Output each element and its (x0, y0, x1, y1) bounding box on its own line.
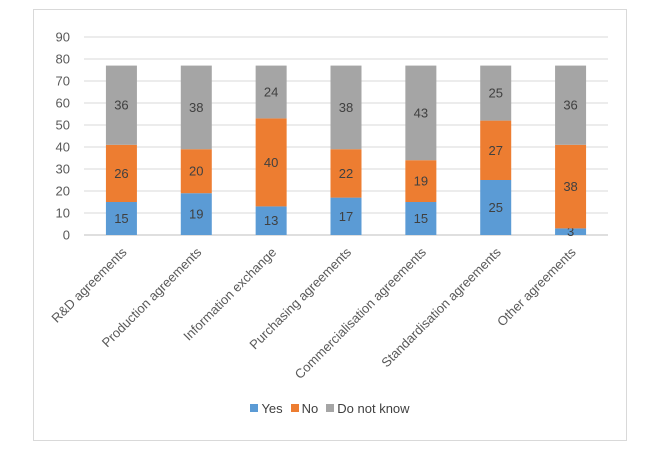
y-tick-label: 40 (56, 140, 70, 155)
data-label: 43 (414, 105, 428, 120)
stacked-bar-chart: 0 10 20 30 40 50 60 70 80 90 15 26 36 R&D agreements 1… (48, 30, 608, 382)
bar-segment-no (255, 118, 287, 207)
data-label: 15 (414, 211, 428, 226)
bar-segment-do-not-know (105, 65, 137, 145)
data-label: 25 (488, 200, 502, 215)
data-label: 24 (264, 85, 278, 100)
y-tick-label: 50 (56, 118, 70, 133)
x-tick-label: Standardisation agreements (378, 244, 504, 370)
bar-segment-yes (105, 202, 137, 235)
data-label: 17 (339, 209, 353, 224)
legend: Yes No Do not know (0, 400, 660, 420)
bar-segment-yes (555, 228, 587, 235)
bar-segment-no (105, 144, 137, 202)
y-tick-label: 70 (56, 74, 70, 89)
data-label: 36 (563, 98, 577, 113)
bar-segment-do-not-know (555, 65, 587, 145)
bar-segment-do-not-know (180, 65, 212, 150)
data-label: 3 (567, 224, 574, 239)
data-label: 40 (264, 155, 278, 170)
data-label: 27 (488, 143, 502, 158)
legend-label: Do not know (337, 400, 410, 416)
data-label: 15 (114, 211, 128, 226)
legend-item: No (290, 400, 319, 416)
legend-swatch (326, 404, 335, 412)
bar-segment-do-not-know (330, 65, 362, 150)
legend-label: No (301, 400, 319, 416)
bar-segment-do-not-know (405, 65, 437, 161)
data-label: 38 (339, 100, 353, 115)
legend-item: Do not know (326, 400, 410, 416)
data-label: 19 (414, 174, 428, 189)
data-label: 20 (189, 164, 203, 179)
y-tick-label: 30 (56, 162, 70, 177)
legend-label: Yes (261, 400, 283, 416)
data-label: 19 (189, 207, 203, 222)
data-label: 36 (114, 98, 128, 113)
bar-segment-yes (405, 202, 437, 235)
legend-swatch (250, 404, 259, 412)
y-tick-label: 80 (56, 52, 70, 67)
y-tick-label: 0 (63, 228, 70, 243)
legend-item: Yes (250, 400, 283, 416)
y-tick-label: 60 (56, 96, 70, 111)
legend-swatch (290, 404, 299, 412)
bar-segment-no (405, 160, 437, 202)
bar-segment-no (480, 120, 512, 180)
bar-segment-yes (255, 206, 287, 235)
y-tick-label: 90 (56, 30, 70, 45)
bar-segment-do-not-know (480, 65, 512, 121)
y-tick-label: 20 (56, 184, 70, 199)
x-tick-label: R&D agreements (48, 244, 129, 325)
data-label: 26 (114, 166, 128, 181)
y-tick-label: 10 (56, 206, 70, 221)
bar-segment-do-not-know (255, 65, 287, 119)
bar-segment-no (330, 149, 362, 198)
x-tick-label: Commercialisation agreements (292, 244, 430, 382)
bar-segment-no (555, 144, 587, 229)
bar-segment-yes (180, 193, 212, 235)
x-tick-label: Other agreements (494, 244, 579, 329)
data-label: 22 (339, 166, 353, 181)
bar-segment-yes (330, 197, 362, 235)
data-label: 13 (264, 213, 278, 228)
bar-segment-no (180, 149, 212, 194)
data-label: 38 (563, 179, 577, 194)
bar-segment-yes (480, 180, 512, 235)
data-label: 25 (488, 86, 502, 101)
data-label: 38 (189, 100, 203, 115)
